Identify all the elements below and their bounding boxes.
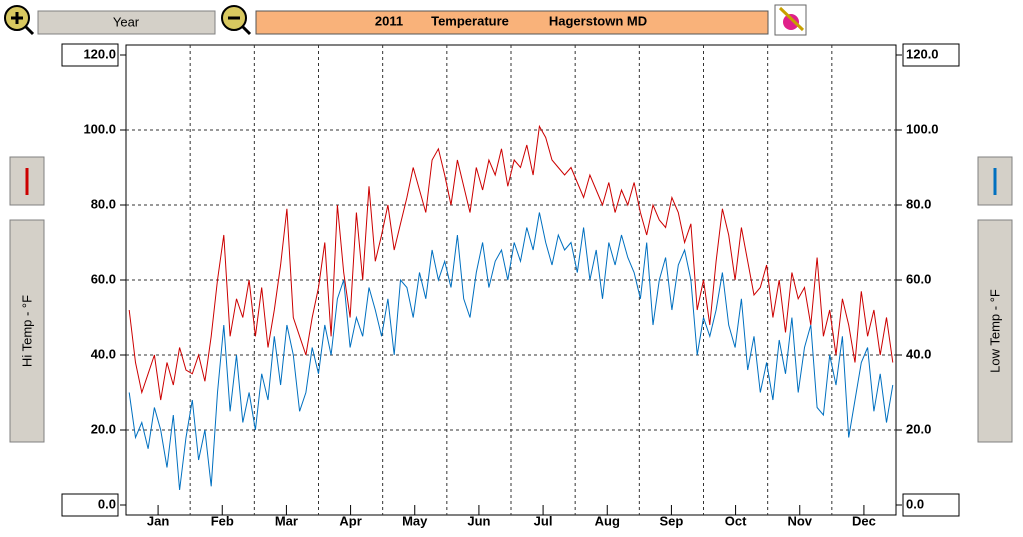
x-tick-label: Jan <box>147 513 169 528</box>
y-end-box <box>61 493 119 517</box>
y2-tick-label: 20.0 <box>906 421 931 436</box>
y-tick-label: 0.0 <box>98 496 116 511</box>
y2-tick-label: 40.0 <box>906 346 931 361</box>
title-place: Hagerstown MD <box>549 13 647 28</box>
settings-icon[interactable] <box>774 4 807 36</box>
y2-tick-label: 100.0 <box>906 121 939 136</box>
x-tick-label: Nov <box>787 513 812 528</box>
low-axis-button[interactable] <box>977 219 1013 443</box>
series-line <box>128 124 894 401</box>
y-tick-label: 20.0 <box>91 421 116 436</box>
series-line <box>128 212 894 491</box>
y-end-box <box>902 43 960 67</box>
zoom-in[interactable] <box>4 5 35 36</box>
y-tick-label: 100.0 <box>83 121 116 136</box>
period-button[interactable] <box>37 10 216 35</box>
hi-axis-label: Hi Temp - °F <box>19 295 34 367</box>
y-end-box <box>61 43 119 67</box>
y2-tick-label: 120.0 <box>906 46 939 61</box>
title-box <box>255 10 769 35</box>
title-measure: Temperature <box>431 13 509 28</box>
x-tick-label: Jun <box>467 513 490 528</box>
y-end-box <box>902 493 960 517</box>
x-tick-label: May <box>402 513 428 528</box>
y-tick-label: 80.0 <box>91 196 116 211</box>
x-tick-label: Aug <box>595 513 620 528</box>
x-tick-label: Apr <box>339 513 361 528</box>
x-tick-label: Oct <box>725 513 747 528</box>
y-tick-label: 120.0 <box>83 46 116 61</box>
y-tick-label: 40.0 <box>91 346 116 361</box>
hi-axis-button[interactable] <box>9 219 45 443</box>
x-tick-label: Jul <box>534 513 553 528</box>
title-year: 2011 <box>375 13 403 28</box>
period-label: Year <box>113 14 140 29</box>
x-tick-label: Mar <box>275 513 298 528</box>
y2-tick-label: 80.0 <box>906 196 931 211</box>
x-tick-label: Dec <box>852 513 876 528</box>
y2-tick-label: 60.0 <box>906 271 931 286</box>
low-axis-label: Low Temp - °F <box>987 289 1002 373</box>
y-tick-label: 60.0 <box>91 271 116 286</box>
x-tick-label: Sep <box>659 513 683 528</box>
y2-tick-label: 0.0 <box>906 496 924 511</box>
zoom-out[interactable] <box>221 5 252 36</box>
x-tick-label: Feb <box>211 513 234 528</box>
